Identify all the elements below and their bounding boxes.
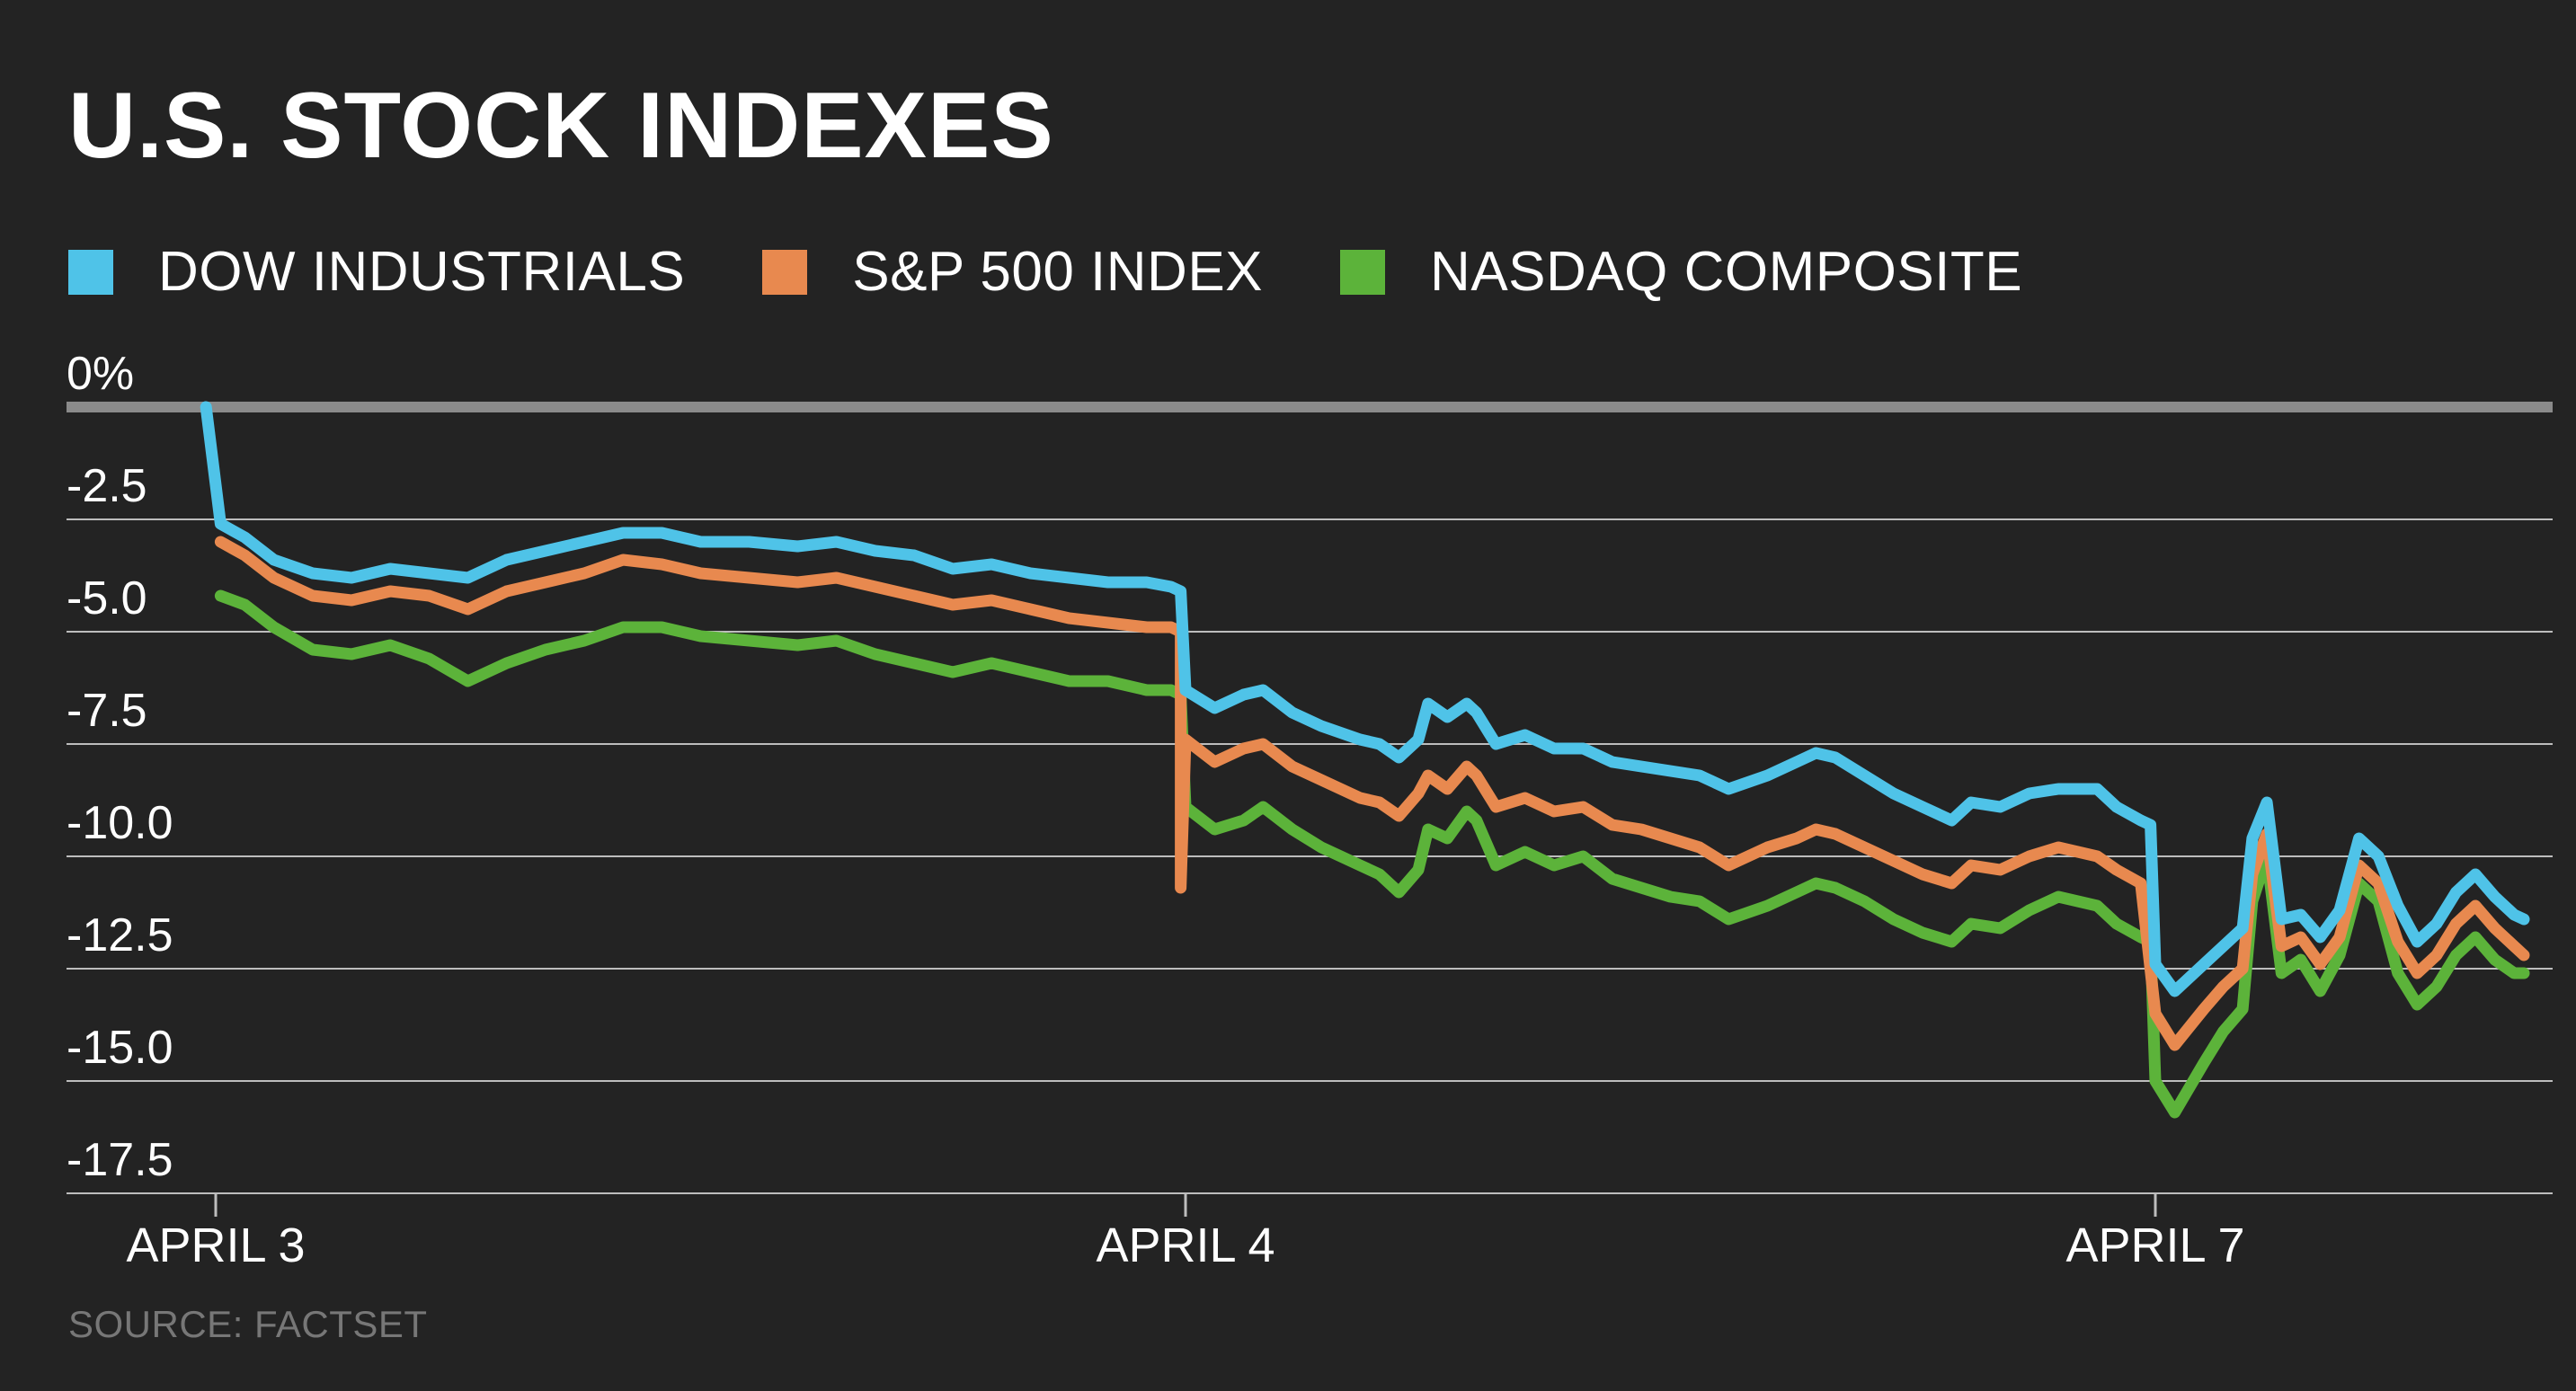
y-tick-label-0: 0% [67,348,134,400]
legend-label-sp500: S&P 500 INDEX [852,241,1264,303]
series-line-sp500 [214,536,2530,1051]
series-layer [200,401,2530,1119]
y-tick-label-3: -7.5 [67,685,147,737]
y-tick-label-5: -12.5 [67,909,173,961]
legend-item-dow: DOW INDUSTRIALS [68,244,685,300]
legend-item-nasdaq: NASDAQ COMPOSITE [1340,244,2022,300]
legend-label-dow: DOW INDUSTRIALS [158,241,686,303]
series-line-nasdaq [214,589,2530,1119]
y-tick-label-6: -15.0 [67,1022,173,1074]
legend-item-sp500: S&P 500 INDEX [762,244,1263,300]
x-tick-label-0: APRIL 3 [126,1218,305,1272]
legend-label-nasdaq: NASDAQ COMPOSITE [1430,241,2023,303]
y-tick-label-2: -5.0 [67,572,147,625]
grid-layer [67,402,2553,1194]
legend-swatch-nasdaq [1340,250,1386,295]
axis-layer: 0% -2.5 -5.0 -7.5 -10.0 -12.5 -15.0 -17.5 APRIL … [67,348,2245,1272]
y-tick-label-4: -10.0 [67,797,173,849]
legend: DOW INDUSTRIALS S&P 500 INDEX NASDAQ COM… [68,241,2100,304]
source-note: SOURCE: FACTSET [68,1303,428,1345]
legend-swatch-dow [68,250,113,295]
x-tick-label-1: APRIL 4 [1096,1218,1275,1272]
x-tick-label-2: APRIL 7 [2065,1218,2244,1272]
series-line-dow [200,401,2530,997]
y-tick-label-7: -17.5 [67,1134,173,1186]
chart-title: U.S. STOCK INDEXES [68,74,1054,178]
legend-swatch-sp500 [762,250,808,295]
y-tick-label-1: -2.5 [67,460,147,512]
